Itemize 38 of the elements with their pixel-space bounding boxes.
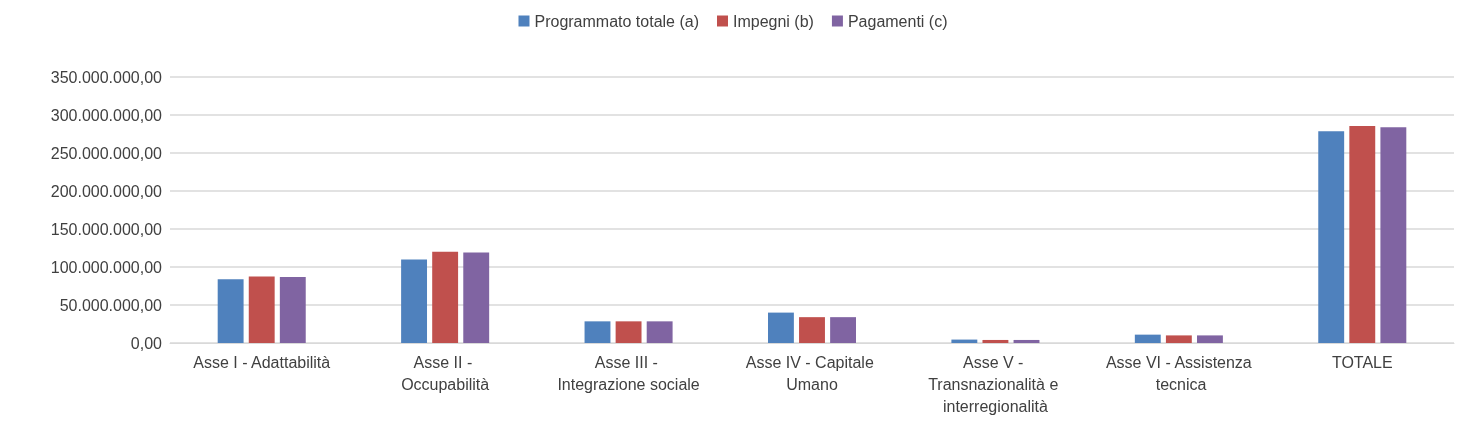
y-tick-label: 350.000.000,00 <box>50 68 163 86</box>
bar <box>463 252 490 343</box>
x-tick-label: TOTALE <box>1331 353 1393 371</box>
bar <box>248 276 275 343</box>
x-tick-label: Asse I - Adattabilità <box>193 353 331 371</box>
bar <box>279 276 306 343</box>
bar <box>1380 127 1407 343</box>
legend-label: Programmato totale (a) <box>534 12 699 30</box>
legend-label: Impegni (b) <box>733 12 814 30</box>
bar <box>1349 126 1376 343</box>
bar <box>1196 335 1223 343</box>
x-tick-label: Asse V - Transnazionalità e interregionalità <box>928 353 1063 415</box>
bar <box>401 259 428 343</box>
bar <box>432 251 459 343</box>
bar <box>615 321 642 343</box>
y-tick-label: 50.000.000,00 <box>59 296 163 314</box>
bar <box>1134 334 1161 343</box>
y-tick-label: 150.000.000,00 <box>50 220 163 238</box>
bar <box>584 321 611 343</box>
y-tick-label: 100.000.000,00 <box>50 258 163 276</box>
y-tick-label: 200.000.000,00 <box>50 182 163 200</box>
y-tick-label: 0,00 <box>130 334 163 352</box>
bar <box>1165 335 1192 343</box>
x-tick-label: Asse VI - Assistenza tecnica <box>1105 353 1252 393</box>
bar <box>1318 131 1345 343</box>
bar <box>767 312 794 343</box>
bar <box>799 317 825 343</box>
bar <box>217 279 244 343</box>
y-tick-label: 300.000.000,00 <box>50 106 163 124</box>
bar <box>982 339 1009 343</box>
legend-label: Pagamenti (c) <box>847 12 948 30</box>
x-tick-label: Asse III - Integrazione sociale <box>557 353 700 393</box>
bar <box>830 317 857 343</box>
x-tick-label: Asse IV - Capitale Umano <box>745 353 879 393</box>
y-tick-label: 250.000.000,00 <box>50 144 163 162</box>
bar <box>646 321 673 343</box>
bar <box>1013 339 1040 343</box>
x-tick-label: Asse II - Occupabilità <box>401 353 490 393</box>
